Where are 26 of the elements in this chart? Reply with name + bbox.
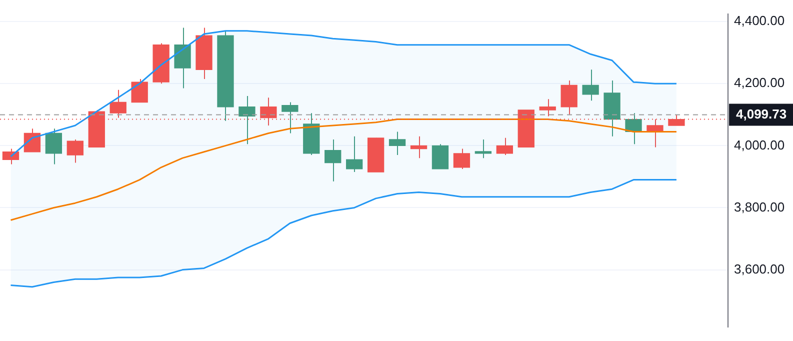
candlestick [131,78,148,103]
candlestick [238,96,256,145]
candlestick [346,136,363,173]
candlestick [410,136,428,159]
y-tick-label: 3,800.00 [734,199,785,214]
candlestick [432,144,449,170]
y-tick-label: 4,200.00 [734,75,785,90]
y-tick-label: 4,000.00 [734,137,785,152]
candlestick [174,27,191,89]
ref-line-label: 4,099.73 [736,106,787,122]
candlestick [388,131,406,156]
candlestick [453,148,470,170]
candlestick [539,98,556,117]
candlestick [625,112,642,145]
candlestick [560,80,578,116]
candlestick [474,138,492,159]
y-tick-label: 3,600.00 [734,261,785,276]
candlestick [324,138,342,182]
candlestick [66,138,84,164]
candlestick [282,102,298,134]
candlestick [496,137,513,156]
y-tick-label: 4,400.00 [734,13,785,28]
candlestick [45,128,62,165]
candlestick [2,148,20,165]
candlestick [110,89,126,118]
candlestick [582,69,599,102]
